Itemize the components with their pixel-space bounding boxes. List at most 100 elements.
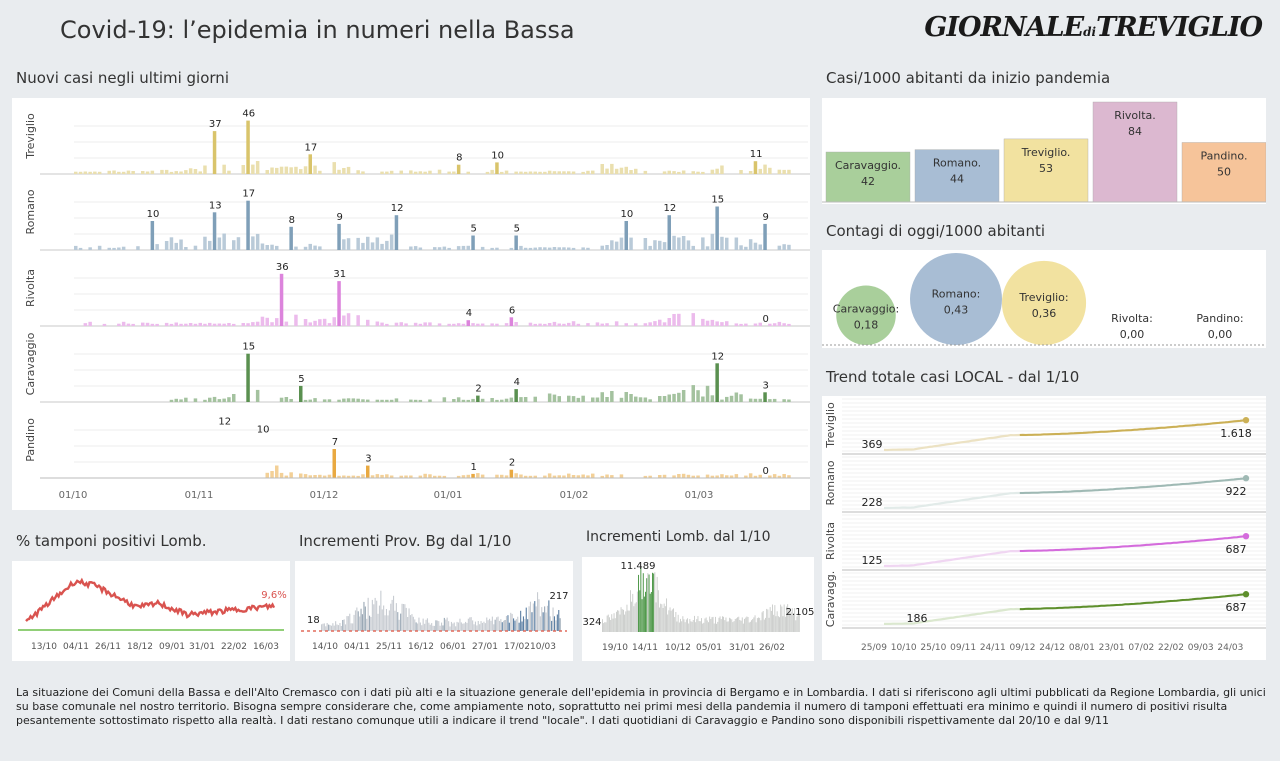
- daily-bar: [538, 171, 542, 174]
- daily-bar: [428, 170, 432, 174]
- prov-bg-bar: [326, 623, 328, 631]
- daily-bar: [308, 322, 312, 326]
- daily-value-label: 0: [763, 466, 769, 477]
- daily-bar: [437, 169, 442, 174]
- lomb-bar: [752, 619, 754, 632]
- lomb-x-tick: 14/11: [632, 643, 658, 653]
- lomb-bar: [732, 622, 734, 632]
- daily-bar: [169, 323, 174, 326]
- daily-bar: [313, 245, 317, 250]
- daily-bar: [102, 323, 107, 326]
- lomb-bar: [797, 613, 799, 632]
- prov-bg-bar: [494, 619, 496, 631]
- daily-bar: [710, 233, 715, 250]
- prov-bg-bar: [501, 622, 503, 631]
- today-bubble: [836, 285, 896, 345]
- daily-bar: [337, 169, 341, 174]
- daily-bar: [490, 169, 494, 174]
- lomb-bar: [711, 617, 713, 632]
- daily-bar: [547, 323, 552, 326]
- daily-bar: [246, 353, 250, 402]
- daily-bar: [586, 323, 590, 326]
- lomb-bar: [654, 572, 656, 632]
- daily-bar: [346, 475, 351, 478]
- daily-bar: [753, 323, 758, 326]
- lomb-bar: [739, 620, 741, 632]
- lomb-bar: [668, 610, 670, 632]
- prov-bg-bar: [374, 597, 376, 631]
- daily-bar: [461, 245, 466, 250]
- daily-value-label: 9: [337, 212, 343, 223]
- trend-strip-label: Caravagg.: [824, 571, 837, 627]
- prov-bg-bar: [333, 625, 335, 631]
- prov-bg-bar: [453, 622, 455, 631]
- daily-bar: [188, 168, 193, 174]
- daily-bar: [270, 167, 274, 174]
- daily-bar: [418, 323, 423, 326]
- daily-value-label: 4: [514, 377, 520, 388]
- prov-bg-bar: [522, 616, 525, 631]
- daily-bar: [279, 273, 284, 326]
- lomb-bar: [772, 604, 773, 632]
- lomb-bar: [793, 613, 794, 632]
- daily-bar: [456, 323, 461, 326]
- positivi-x-tick: 13/10: [31, 642, 57, 652]
- daily-bar: [748, 473, 753, 478]
- prov-bg-title: Incrementi Prov. Bg dal 1/10: [299, 532, 512, 550]
- daily-bar: [294, 166, 298, 174]
- daily-bar: [303, 246, 308, 250]
- prov-bg-bar: [469, 617, 471, 631]
- daily-bar: [777, 321, 782, 326]
- daily-bar: [725, 475, 729, 478]
- daily-bar: [97, 245, 102, 250]
- lomb-x-tick: 19/10: [602, 643, 628, 653]
- lomb-bar: [670, 610, 672, 632]
- prov-bg-bar: [405, 607, 407, 631]
- daily-bar: [552, 394, 557, 402]
- daily-bar: [547, 393, 552, 402]
- prov-bg-bar: [505, 616, 508, 631]
- daily-bar: [418, 399, 423, 402]
- today-bubble-name: Treviglio:: [1018, 291, 1068, 304]
- prov-bg-bar: [328, 624, 330, 631]
- lomb-bar: [661, 604, 663, 632]
- daily-bar: [614, 168, 619, 174]
- daily-bar: [332, 317, 336, 326]
- daily-bar: [471, 398, 475, 402]
- daily-bar: [629, 170, 633, 174]
- daily-bar: [232, 240, 236, 250]
- daily-bar: [734, 392, 739, 402]
- daily-bar: [342, 475, 346, 478]
- lomb-bar: [751, 620, 753, 632]
- daily-x-tick: 01/11: [185, 490, 214, 501]
- daily-bar: [318, 246, 322, 250]
- daily-bar: [562, 323, 566, 326]
- lomb-bar: [770, 610, 772, 632]
- prov-bg-bar: [323, 623, 325, 631]
- daily-bar: [605, 474, 609, 478]
- daily-bar: [303, 166, 308, 174]
- daily-bar: [222, 398, 226, 402]
- daily-bar: [212, 396, 217, 402]
- daily-bar: [131, 323, 135, 326]
- daily-bar: [667, 318, 671, 326]
- daily-bar: [777, 245, 782, 250]
- lomb-bar: [695, 622, 697, 632]
- daily-bar: [380, 171, 384, 174]
- prov-bg-bar: [515, 619, 517, 631]
- daily-bar: [528, 475, 533, 478]
- daily-bar: [720, 165, 724, 174]
- daily-bar: [739, 323, 743, 326]
- prov-bg-bar: [473, 624, 475, 631]
- prov-bg-bar: [391, 599, 393, 631]
- prov-bg-bar: [322, 623, 324, 631]
- lomb-bar: [607, 614, 609, 632]
- daily-bar: [758, 244, 762, 250]
- trend-x-tick: 10/10: [891, 643, 917, 653]
- daily-bar: [169, 171, 174, 174]
- daily-bar: [782, 474, 786, 478]
- lomb-bar: [692, 620, 694, 632]
- daily-bar: [241, 323, 245, 326]
- lomb-bar: [621, 609, 623, 632]
